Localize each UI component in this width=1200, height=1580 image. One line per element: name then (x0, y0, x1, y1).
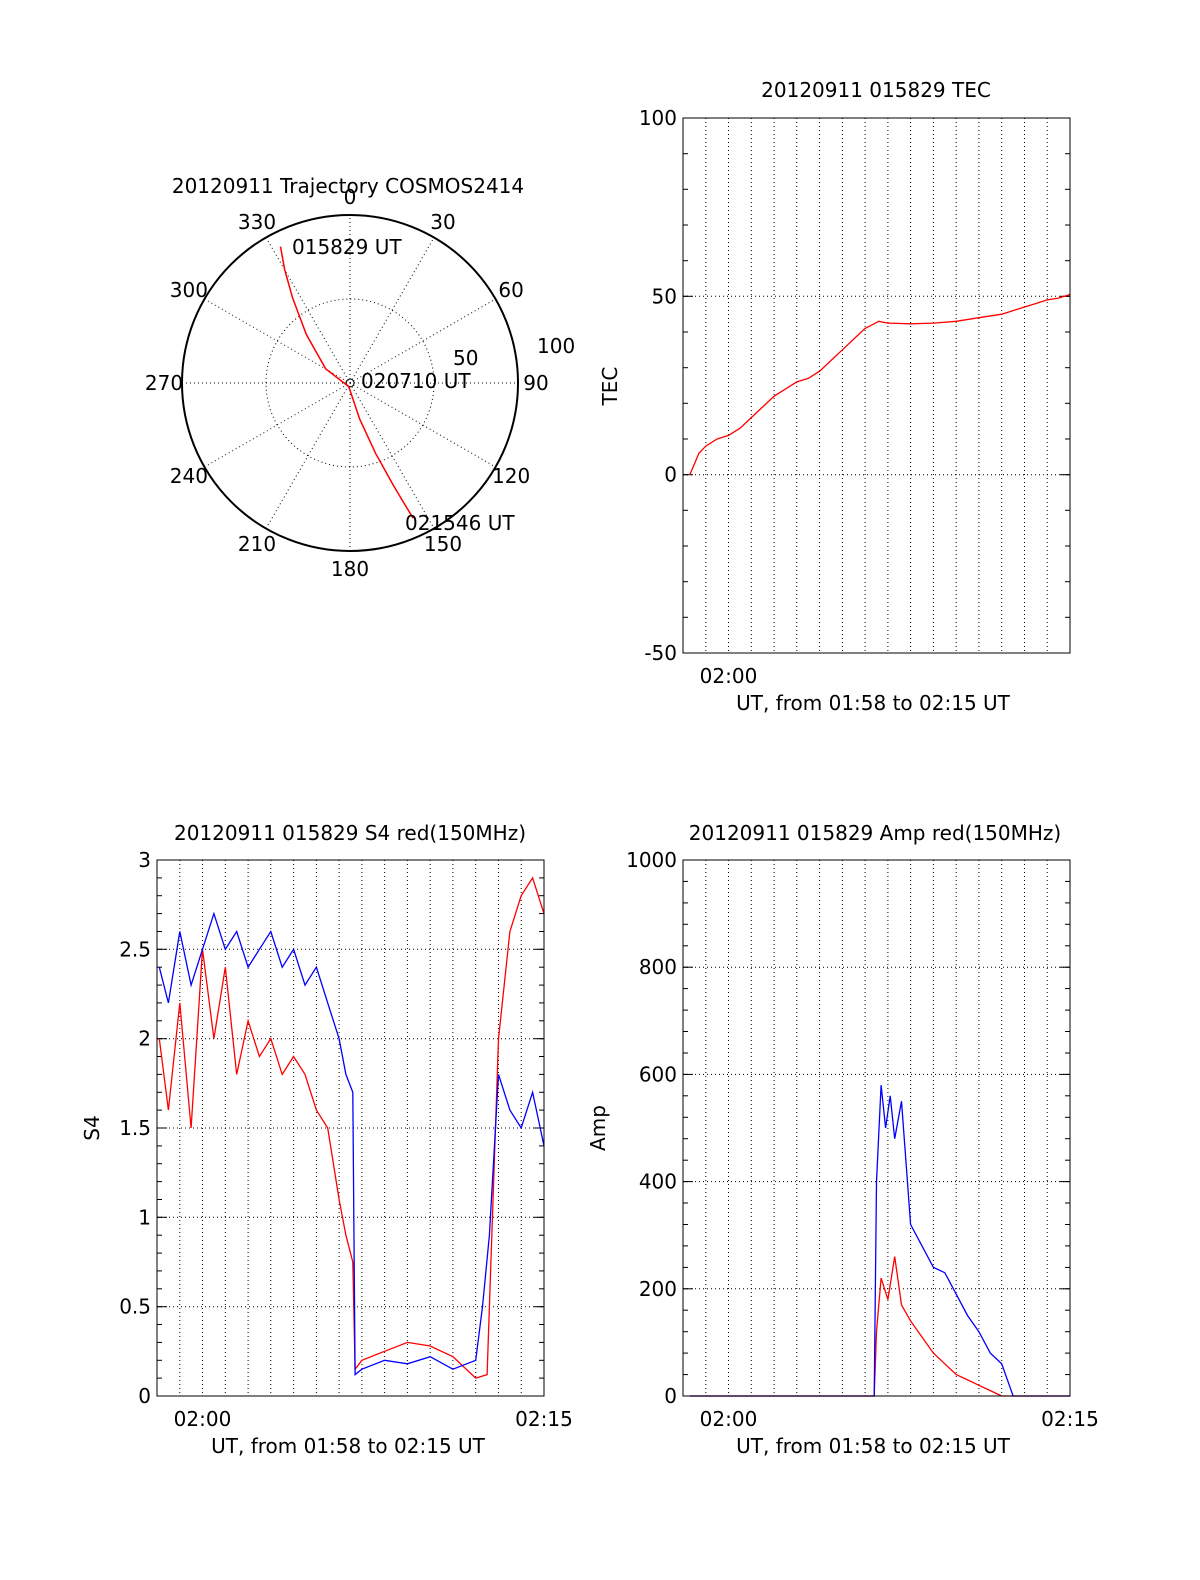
tec-xlabel: UT, from 01:58 to 02:15 UT (736, 691, 1011, 715)
s4-ytick-label-0: 0 (138, 1384, 151, 1408)
tec-xtick-label-0: 02:00 (700, 664, 758, 688)
s4-ytick-label-1: 0.5 (119, 1295, 151, 1319)
s4-ytick-label-4: 2 (138, 1027, 151, 1051)
polar-center-marker (345, 378, 355, 388)
tec-plot: 20120911 015829 TEC UT, from 01:58 to 02… (598, 78, 1071, 715)
tec-title: 20120911 015829 TEC (761, 78, 991, 102)
polar-radial-label-100: 100 (537, 334, 575, 358)
amp-title: 20120911 015829 Amp red(150MHz) (689, 821, 1061, 845)
polar-azimuth-label-150: 150 (424, 532, 462, 556)
amp-plot: 20120911 015829 Amp red(150MHz) UT, from… (586, 821, 1099, 1458)
polar-azimuth-label-240: 240 (170, 464, 208, 488)
amp-series-0-line (689, 1256, 1070, 1397)
trajectory-start-label: 015829 UT (292, 235, 402, 259)
polar-azimuth-label-60: 60 (498, 278, 523, 302)
polar-azimuth-label-30: 30 (430, 210, 455, 234)
amp-ytick-label-5: 1000 (626, 848, 677, 872)
tec-series-0-line (689, 293, 1071, 475)
amp-ytick-label-3: 600 (639, 1062, 677, 1086)
polar-trajectory-plot: 20120911 Trajectory COSMOS2414 0 30 60 90 12… (145, 174, 575, 581)
polar-radial-label-50: 50 (453, 346, 478, 370)
trajectory-mid-label: 020710 UT (361, 369, 471, 393)
amp-xtick-label-1: 02:15 (1041, 1407, 1099, 1431)
s4-ylabel: S4 (80, 1115, 104, 1140)
s4-title: 20120911 015829 S4 red(150MHz) (174, 821, 526, 845)
amp-frame (682, 859, 1071, 1397)
polar-trajectory-line (279, 246, 414, 519)
tec-ytick-label-3: 100 (639, 106, 677, 130)
polar-spoke-150 (265, 237, 435, 529)
tec-ytick-label-2: 50 (652, 284, 677, 308)
polar-azimuth-label-0: 0 (344, 185, 357, 209)
polar-azimuth-labels: 0 30 60 90 120 150 180 210 240 270 300 330 (145, 185, 549, 581)
polar-azimuth-label-90: 90 (523, 371, 548, 395)
trajectory-end-label: 021546 UT (405, 511, 515, 535)
amp-ytick-label-4: 800 (639, 955, 677, 979)
polar-azimuth-label-270: 270 (145, 371, 183, 395)
tec-ytick-label-0: -50 (644, 641, 677, 665)
amp-ytick-label-2: 400 (639, 1170, 677, 1194)
amp-ylabel: Amp (586, 1105, 610, 1151)
polar-azimuth-label-210: 210 (238, 532, 276, 556)
polar-azimuth-label-330: 330 (238, 210, 276, 234)
s4-plot: 20120911 015829 S4 red(150MHz) UT, from … (80, 821, 573, 1458)
polar-spokes (182, 215, 518, 551)
s4-xtick-label-0: 02:00 (174, 1407, 232, 1431)
tec-frame (682, 117, 1071, 654)
amp-ytick-label-1: 200 (639, 1277, 677, 1301)
amp-ytick-label-0: 0 (664, 1384, 677, 1408)
s4-xtick-label-1: 02:15 (515, 1407, 573, 1431)
amp-series-1-line (689, 1085, 1070, 1397)
polar-azimuth-label-300: 300 (170, 278, 208, 302)
tec-ylabel: TEC (598, 367, 622, 407)
s4-ytick-label-2: 1 (138, 1205, 151, 1229)
s4-ytick-label-3: 1.5 (119, 1116, 151, 1140)
amp-xtick-label-0: 02:00 (700, 1407, 758, 1431)
s4-series-0-line (158, 876, 545, 1379)
polar-azimuth-label-180: 180 (331, 557, 369, 581)
s4-ytick-label-6: 3 (138, 848, 151, 872)
s4-ytick-label-5: 2.5 (119, 937, 151, 961)
s4-frame (156, 859, 545, 1397)
polar-title: 20120911 Trajectory COSMOS2414 (172, 174, 524, 198)
s4-xlabel: UT, from 01:58 to 02:15 UT (211, 1434, 486, 1458)
polar-azimuth-label-120: 120 (492, 464, 530, 488)
amp-xlabel: UT, from 01:58 to 02:15 UT (736, 1434, 1011, 1458)
s4-series-1-line (158, 911, 545, 1376)
tec-ytick-label-1: 0 (664, 463, 677, 487)
